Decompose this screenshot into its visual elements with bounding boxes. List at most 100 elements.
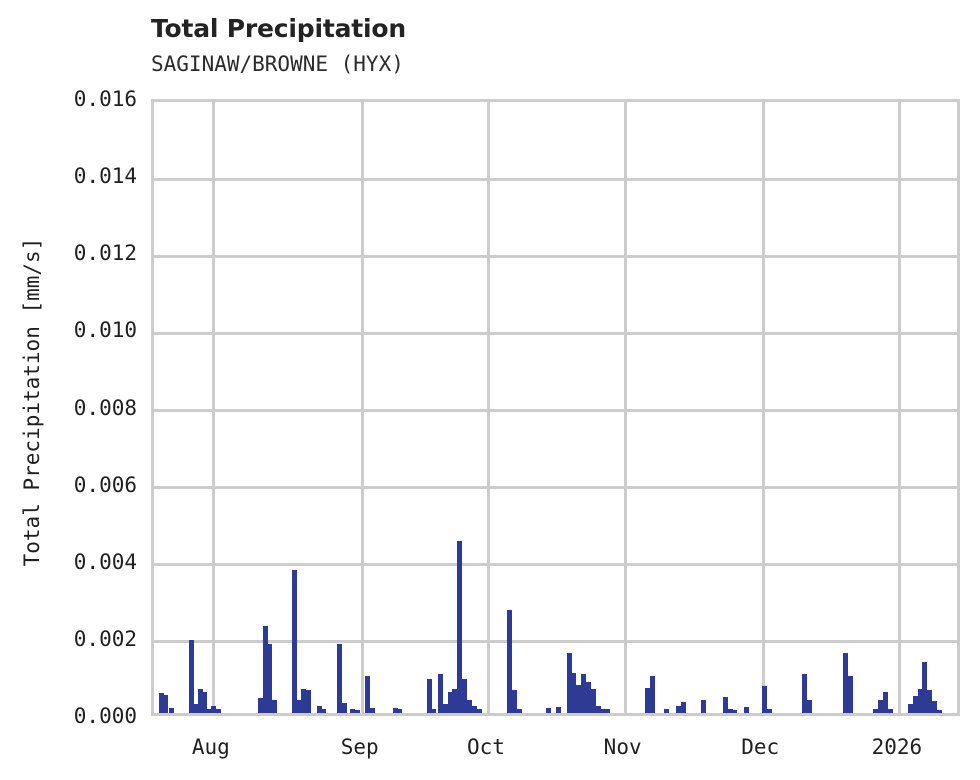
bar	[431, 709, 437, 713]
x-axis-tick-label: 2026	[871, 735, 923, 759]
bar	[762, 686, 768, 713]
bar	[801, 673, 807, 713]
bar	[169, 708, 175, 713]
bar	[767, 709, 773, 713]
bar	[887, 708, 893, 713]
bar	[722, 696, 728, 713]
bar	[349, 709, 355, 713]
bar	[566, 653, 572, 713]
bar	[193, 703, 199, 713]
y-axis-tick-label: 0.012	[73, 241, 137, 266]
x-axis-tick-label: Sep	[340, 735, 379, 759]
bar	[927, 689, 933, 713]
bar	[877, 699, 883, 713]
bar	[211, 706, 217, 713]
x-axis-tick-label: Dec	[741, 735, 780, 759]
bar	[806, 700, 812, 713]
bar	[571, 672, 577, 713]
gridline-horizontal	[154, 640, 957, 644]
bar	[267, 644, 273, 713]
bar	[600, 708, 606, 713]
bar	[354, 709, 360, 713]
x-axis-tick-label: Aug	[191, 735, 230, 759]
bar	[848, 676, 854, 713]
gridline-horizontal	[154, 563, 957, 567]
grid-lines	[154, 102, 957, 713]
bar	[427, 679, 433, 713]
bar	[917, 688, 923, 713]
gridline-horizontal	[154, 177, 957, 181]
y-axis-tick-label: 0.004	[73, 549, 137, 574]
y-axis-tick-label: 0.010	[73, 318, 137, 343]
y-axis-title: Total Precipitation [mm/s]	[20, 237, 44, 567]
bar	[546, 708, 552, 713]
bar	[188, 640, 194, 713]
bar	[937, 709, 943, 713]
bar	[457, 541, 463, 713]
bar	[162, 694, 168, 713]
bar	[581, 674, 587, 713]
bar	[507, 609, 513, 713]
gridline-horizontal	[154, 409, 957, 412]
y-axis-tick-label: 0.014	[73, 164, 137, 189]
bar	[843, 653, 849, 713]
gridline-vertical	[212, 102, 216, 713]
bar	[216, 709, 222, 713]
bar	[369, 708, 375, 713]
gridline-vertical	[624, 102, 628, 713]
bar	[932, 701, 938, 713]
y-axis-tick-label: 0.002	[73, 626, 137, 651]
bar	[198, 688, 204, 713]
bar	[663, 708, 669, 713]
bar	[158, 692, 164, 713]
bar	[512, 689, 518, 713]
x-axis-tick-labels: Aug Sep Oct Nov Dec 2026	[0, 735, 980, 765]
bar	[517, 708, 523, 713]
bar	[590, 688, 596, 713]
bar	[922, 662, 928, 713]
bar	[882, 691, 888, 713]
bar	[392, 708, 398, 713]
bar	[452, 688, 458, 713]
bar	[462, 679, 468, 713]
chart-title: Total Precipitation	[151, 14, 406, 43]
y-axis-tick-label: 0.000	[73, 704, 137, 728]
gridline-vertical	[761, 102, 765, 713]
gridline-horizontal	[154, 331, 957, 335]
bar-series	[154, 102, 957, 713]
bar	[675, 706, 681, 713]
bar	[476, 709, 482, 713]
bar	[202, 691, 208, 713]
bar	[644, 688, 650, 713]
gridline-vertical	[361, 102, 365, 713]
bar	[585, 682, 591, 713]
y-axis-tick-label: 0.006	[73, 472, 137, 497]
bar	[336, 644, 342, 713]
bar	[605, 709, 611, 713]
bar	[341, 702, 347, 713]
bar	[272, 700, 278, 713]
bar	[365, 676, 371, 713]
x-axis-tick-label: Oct	[466, 735, 505, 759]
x-axis-tick-label: Nov	[603, 735, 642, 759]
bar	[207, 708, 213, 713]
gridline-vertical	[898, 102, 902, 713]
gridline-horizontal	[154, 254, 957, 258]
plot-area	[151, 99, 960, 716]
bar	[727, 709, 733, 713]
bar	[649, 676, 655, 713]
bar	[301, 688, 307, 713]
chart-subtitle: SAGINAW/BROWNE (HYX)	[151, 52, 404, 76]
bar	[680, 702, 686, 713]
bar	[556, 706, 561, 713]
bar	[700, 699, 706, 713]
gridline-vertical	[487, 102, 491, 713]
bar	[263, 626, 269, 713]
bar	[437, 674, 443, 713]
y-axis-tick-label: 0.008	[73, 395, 137, 420]
gridline-horizontal	[154, 486, 957, 490]
bar	[743, 706, 749, 713]
bar	[907, 703, 913, 713]
bar	[296, 700, 302, 713]
